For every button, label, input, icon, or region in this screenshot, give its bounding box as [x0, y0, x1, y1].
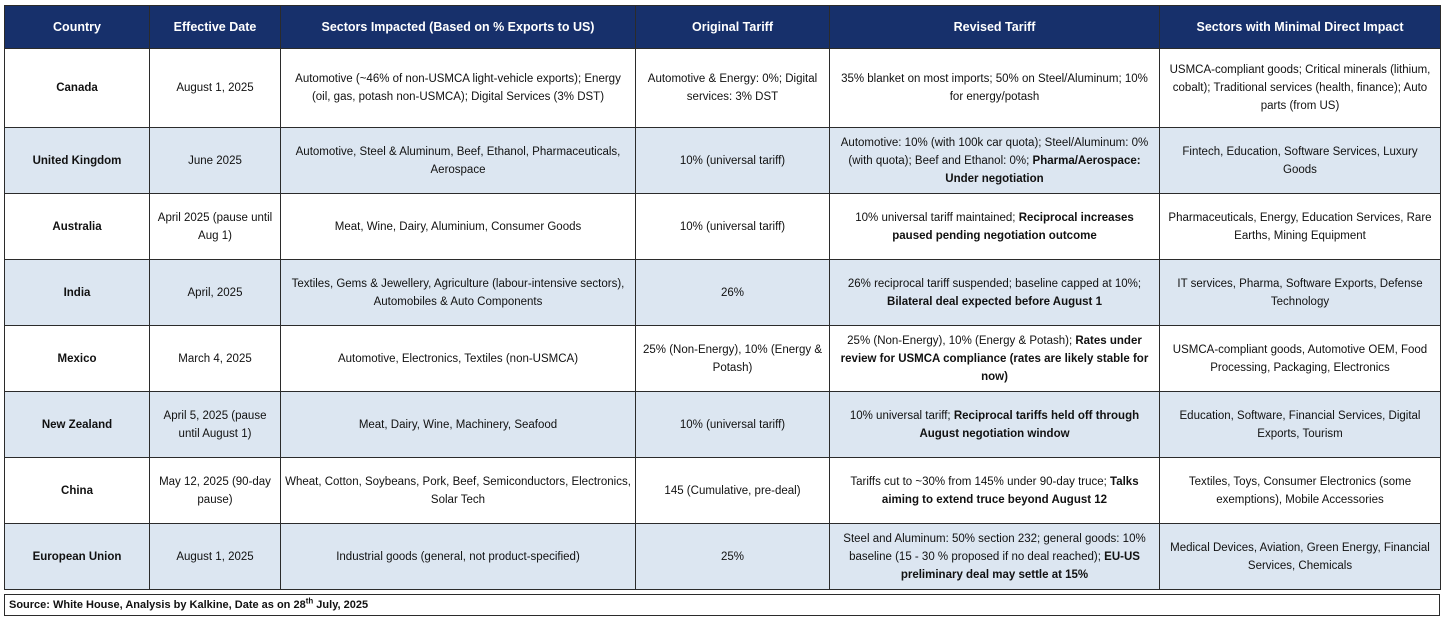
header-sectors-impacted: Sectors Impacted (Based on % Exports to … [280, 5, 636, 49]
table-row: China May 12, 2025 (90-day pause) Wheat,… [4, 457, 1441, 524]
revised-tariff-text: Steel and Aluminum: 50% section 232; gen… [843, 532, 1146, 563]
revised-tariff-text: 35% blanket on most imports; 50% on Stee… [841, 73, 1148, 103]
effective-date-cell: May 12, 2025 (90-day pause) [149, 457, 281, 524]
minimal-impact-cell: Education, Software, Financial Services,… [1159, 391, 1441, 458]
effective-date-cell: March 4, 2025 [149, 325, 281, 392]
minimal-impact-cell: Medical Devices, Aviation, Green Energy,… [1159, 523, 1441, 590]
effective-date-cell: June 2025 [149, 127, 281, 194]
country-cell: European Union [4, 523, 150, 590]
source-text: Source: White House, Analysis by Kalkine… [9, 599, 306, 611]
minimal-impact-cell: IT services, Pharma, Software Exports, D… [1159, 259, 1441, 326]
sectors-impacted-cell: Wheat, Cotton, Soybeans, Pork, Beef, Sem… [280, 457, 636, 524]
original-tariff-cell: 10% (universal tariff) [635, 193, 830, 260]
revised-tariff-highlight: Talks aiming to extend truce beyond Augu… [881, 475, 1139, 506]
country-cell: Canada [4, 48, 150, 128]
table-row: New Zealand April 5, 2025 (pause until A… [4, 391, 1441, 458]
table-row: India April, 2025 Textiles, Gems & Jewel… [4, 259, 1441, 326]
header-effective-date: Effective Date [149, 5, 281, 49]
sectors-impacted-cell: Meat, Dairy, Wine, Machinery, Seafood [280, 391, 636, 458]
sectors-impacted-cell: Textiles, Gems & Jewellery, Agriculture … [280, 259, 636, 326]
original-tariff-cell: 25% (Non-Energy), 10% (Energy & Potash) [635, 325, 830, 392]
country-cell: United Kingdom [4, 127, 150, 194]
header-row: Country Effective Date Sectors Impacted … [4, 5, 1441, 49]
revised-tariff-cell: 10% universal tariff maintained; Recipro… [829, 193, 1160, 260]
effective-date-cell: April 2025 (pause until Aug 1) [149, 193, 281, 260]
table-row: European Union August 1, 2025 Industrial… [4, 523, 1441, 590]
revised-tariff-cell: Automotive: 10% (with 100k car quota); S… [829, 127, 1160, 194]
revised-tariff-text: 25% (Non-Energy), 10% (Energy & Potash); [847, 334, 1073, 347]
revised-tariff-cell: 10% universal tariff; Reciprocal tariffs… [829, 391, 1160, 458]
revised-tariff-highlight: Bilateral deal expected before August 1 [887, 295, 1102, 308]
minimal-impact-cell: USMCA-compliant goods, Automotive OEM, F… [1159, 325, 1441, 392]
original-tariff-cell: 145 (Cumulative, pre-deal) [635, 457, 830, 524]
table-row: Mexico March 4, 2025 Automotive, Electro… [4, 325, 1441, 392]
minimal-impact-cell: Pharmaceuticals, Energy, Education Servi… [1159, 193, 1441, 260]
revised-tariff-highlight: Pharma/Aerospace: Under negotiation [945, 154, 1141, 185]
original-tariff-cell: 25% [635, 523, 830, 590]
minimal-impact-cell: Textiles, Toys, Consumer Electronics (so… [1159, 457, 1441, 524]
revised-tariff-text: 26% reciprocal tariff suspended; baselin… [847, 277, 1142, 290]
original-tariff-cell: Automotive & Energy: 0%; Digital service… [635, 48, 830, 128]
revised-tariff-text: 10% universal tariff; [849, 409, 951, 422]
source-date: July, 2025 [313, 599, 369, 611]
revised-tariff-highlight: EU-US preliminary deal may settle at 15% [900, 550, 1140, 581]
original-tariff-cell: 10% (universal tariff) [635, 391, 830, 458]
source-superscript: th [305, 596, 314, 606]
effective-date-cell: April 5, 2025 (pause until August 1) [149, 391, 281, 458]
revised-tariff-highlight: Reciprocal tariffs held off through Augu… [919, 409, 1140, 440]
table-row: United Kingdom June 2025 Automotive, Ste… [4, 127, 1441, 194]
country-cell: New Zealand [4, 391, 150, 458]
revised-tariff-text: Automotive: 10% (with 100k car quota); S… [840, 136, 1149, 167]
header-minimal-impact: Sectors with Minimal Direct Impact [1159, 5, 1441, 49]
effective-date-cell: April, 2025 [149, 259, 281, 326]
table-row: Australia April 2025 (pause until Aug 1)… [4, 193, 1441, 260]
source-note: Source: White House, Analysis by Kalkine… [4, 594, 1440, 616]
header-country: Country [4, 5, 150, 49]
minimal-impact-cell: USMCA-compliant goods; Critical minerals… [1159, 48, 1441, 128]
revised-tariff-highlight: Reciprocal increases paused pending nego… [892, 211, 1134, 242]
revised-tariff-highlight: Rates under review for USMCA compliance … [840, 334, 1149, 383]
sectors-impacted-cell: Industrial goods (general, not product-s… [280, 523, 636, 590]
country-cell: India [4, 259, 150, 326]
revised-tariff-text: 10% universal tariff maintained; [855, 211, 1016, 224]
header-original-tariff: Original Tariff [635, 5, 830, 49]
original-tariff-cell: 10% (universal tariff) [635, 127, 830, 194]
table-row: Canada August 1, 2025 Automotive (~46% o… [4, 48, 1441, 128]
header-revised-tariff: Revised Tariff [829, 5, 1160, 49]
original-tariff-cell: 26% [635, 259, 830, 326]
sectors-impacted-cell: Automotive (~46% of non-USMCA light-vehi… [280, 48, 636, 128]
minimal-impact-cell: Fintech, Education, Software Services, L… [1159, 127, 1441, 194]
country-cell: Mexico [4, 325, 150, 392]
effective-date-cell: August 1, 2025 [149, 48, 281, 128]
sectors-impacted-cell: Meat, Wine, Dairy, Aluminium, Consumer G… [280, 193, 636, 260]
sectors-impacted-cell: Automotive, Steel & Aluminum, Beef, Etha… [280, 127, 636, 194]
revised-tariff-cell: Steel and Aluminum: 50% section 232; gen… [829, 523, 1160, 590]
revised-tariff-cell: 25% (Non-Energy), 10% (Energy & Potash);… [829, 325, 1160, 392]
tariff-table: Country Effective Date Sectors Impacted … [4, 5, 1441, 590]
sectors-impacted-cell: Automotive, Electronics, Textiles (non-U… [280, 325, 636, 392]
revised-tariff-cell: Tariffs cut to ~30% from 145% under 90-d… [829, 457, 1160, 524]
revised-tariff-cell: 35% blanket on most imports; 50% on Stee… [829, 48, 1160, 128]
revised-tariff-cell: 26% reciprocal tariff suspended; baselin… [829, 259, 1160, 326]
effective-date-cell: August 1, 2025 [149, 523, 281, 590]
revised-tariff-text: Tariffs cut to ~30% from 145% under 90-d… [850, 475, 1107, 488]
country-cell: China [4, 457, 150, 524]
country-cell: Australia [4, 193, 150, 260]
